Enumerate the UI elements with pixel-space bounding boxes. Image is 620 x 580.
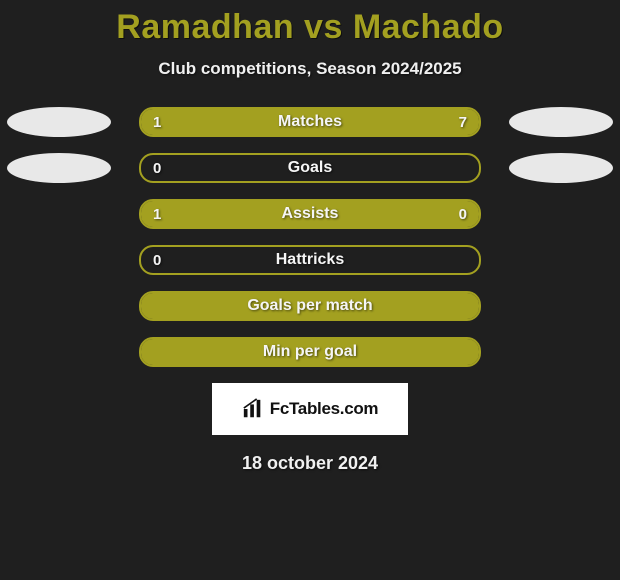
bar-fill-full (141, 339, 479, 365)
page-title: Ramadhan vs Machado (0, 8, 620, 47)
comparison-card: Ramadhan vs Machado Club competitions, S… (0, 0, 620, 474)
bar-fill-left (141, 109, 202, 135)
bar-fill-right (202, 109, 479, 135)
bar-fill-full (141, 293, 479, 319)
subtitle: Club competitions, Season 2024/2025 (0, 59, 620, 79)
stat-bar: 17Matches (139, 107, 481, 137)
player-left-marker (7, 153, 111, 183)
stat-label: Goals (141, 155, 479, 181)
bar-fill-right (438, 201, 479, 227)
logo-box[interactable]: FcTables.com (212, 383, 408, 435)
player-left-marker (7, 107, 111, 137)
player-right-marker (509, 153, 613, 183)
date-text: 18 october 2024 (0, 453, 620, 474)
stat-row: 10Assists (0, 199, 620, 229)
stat-row: 0Goals (0, 153, 620, 183)
stat-bar: 10Assists (139, 199, 481, 229)
stat-left-value: 0 (153, 155, 161, 181)
logo-text: FcTables.com (270, 399, 379, 419)
stat-bar: 0Goals (139, 153, 481, 183)
stat-bar: Min per goal (139, 337, 481, 367)
stat-left-value: 0 (153, 247, 161, 273)
stat-row: Goals per match (0, 291, 620, 321)
stat-row: 0Hattricks (0, 245, 620, 275)
bar-chart-icon (242, 398, 264, 420)
stat-label: Hattricks (141, 247, 479, 273)
stats-rows: 17Matches0Goals10Assists0HattricksGoals … (0, 107, 620, 367)
player-right-marker (509, 107, 613, 137)
stat-row: Min per goal (0, 337, 620, 367)
stat-bar: Goals per match (139, 291, 481, 321)
stat-row: 17Matches (0, 107, 620, 137)
stat-bar: 0Hattricks (139, 245, 481, 275)
bar-fill-left (141, 201, 438, 227)
